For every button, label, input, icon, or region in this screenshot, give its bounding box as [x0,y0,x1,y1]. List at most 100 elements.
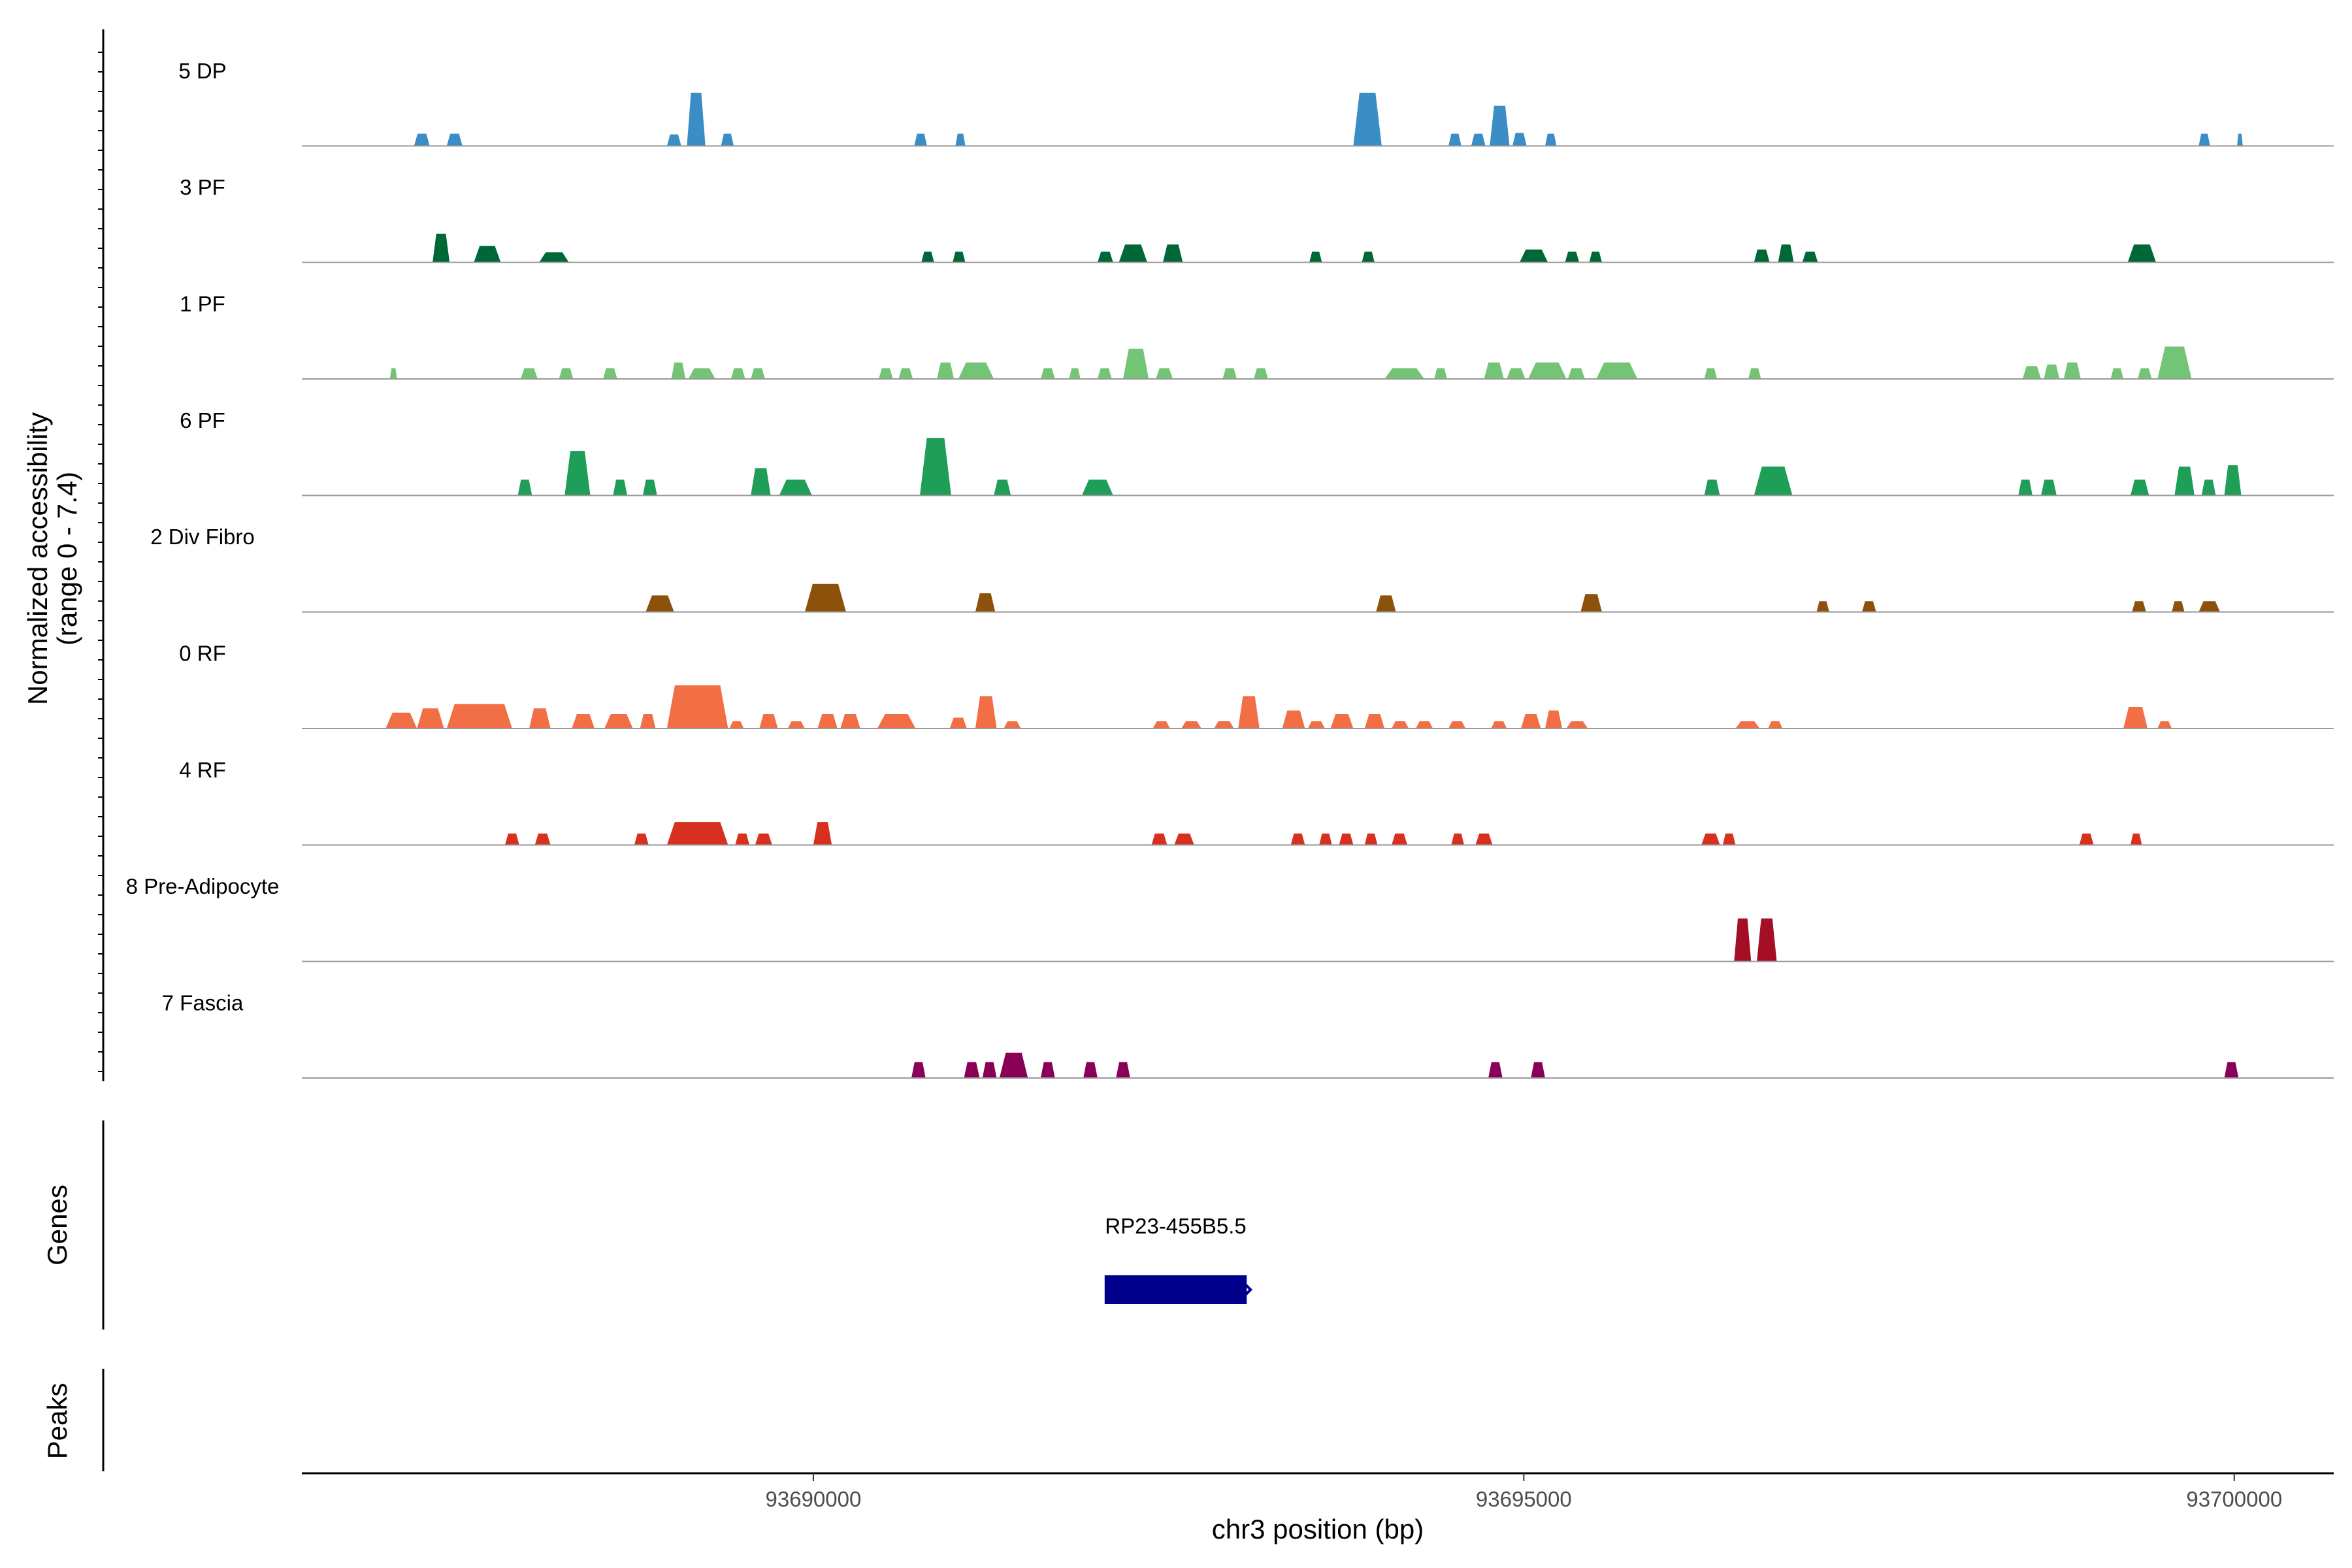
track-0-rf: 0 RF [179,642,2334,729]
peak [1069,368,1081,379]
peak [603,368,617,379]
track-label: 3 PF [180,175,225,199]
peak [1722,833,1736,845]
peak [1545,710,1563,728]
peak [1475,833,1493,845]
track-label: 2 Div Fibro [150,525,255,549]
peak [730,368,745,379]
peak [751,468,771,496]
peak [804,583,846,612]
x-axis-title: chr3 position (bp) [1212,1514,1424,1544]
peak [634,833,649,845]
peak [1353,92,1382,146]
peak [955,133,966,146]
peak [1512,133,1527,146]
track-label: 6 PF [180,408,225,433]
peak [1778,244,1794,263]
peak [953,252,966,263]
peak [2198,601,2220,612]
peak [1083,1062,1098,1078]
peak [1531,1062,1545,1078]
peak [1309,252,1322,263]
peak [721,133,734,146]
peak [1364,714,1385,728]
peak [2041,480,2057,496]
peak [1364,833,1378,845]
peak [1754,466,1793,496]
peak [1123,348,1149,379]
peak [921,252,934,263]
peak [1040,1062,1055,1078]
peak [982,1062,997,1078]
peak [417,708,444,728]
peak [2131,480,2149,496]
peak [1519,249,1548,263]
peak [817,714,838,728]
track-2-div-fibro: 2 Div Fibro [150,525,2334,613]
coverage-y-ticks [98,52,103,1072]
peak [1330,714,1354,728]
peak [1521,714,1541,728]
peak [1214,721,1234,728]
peak [2198,133,2210,146]
peak [474,246,501,263]
track-label: 0 RF [179,642,226,666]
tracks: 5 DP 3 PF 1 PF 6 PF 2 Div Fibro 0 RF 4 RF 8 Pre… [126,59,2334,1079]
peak [1491,721,1507,728]
peak [994,480,1011,496]
peak [1416,721,1433,728]
peak [1238,696,1260,728]
peak [755,833,772,845]
x-axis: 93690000 93695000 93700000 chr3 position (… [302,1472,2334,1544]
peak [1484,362,1504,379]
peak [779,480,812,496]
peak [759,714,778,728]
y-axis-title-line1: Normalized accessibility [22,412,53,705]
gene-items: RP23-455B5.5 [1104,1214,1253,1304]
strand-arrow-icon [1241,1281,1253,1299]
peak [1802,252,1818,263]
peak [613,480,627,496]
peak [958,362,994,379]
peak [1392,721,1409,728]
peak [1589,252,1602,263]
peak [1448,133,1462,146]
peak [2110,368,2124,379]
peak [1704,368,1718,379]
peak [914,133,927,146]
peak [999,1053,1028,1078]
peak [666,134,681,146]
track-label: 8 Pre-Adipocyte [126,874,280,898]
peak [572,714,595,728]
peak [937,362,955,379]
peak [1527,362,1567,379]
peak [1082,480,1113,496]
peak [2123,707,2148,728]
peak [735,833,750,845]
peak [1151,833,1168,845]
peak [1097,252,1113,263]
peak [1254,368,1268,379]
coverage-panel: Normalized accessibility (range 0 - 7.4)… [22,29,2334,1081]
peak [1434,368,1447,379]
peak [1116,1062,1130,1078]
peak [1734,918,1752,962]
peak [1162,244,1183,263]
peak [1376,595,1396,612]
peak [1748,368,1761,379]
peak [1565,252,1580,263]
peaks-panel-title: Peaks [42,1383,73,1460]
peak [787,721,805,728]
peak [2224,1062,2239,1078]
peak [643,480,657,496]
peak [2079,833,2094,845]
genes-panel-title: Genes [42,1184,73,1266]
peak [2174,466,2195,496]
peak [1448,721,1466,728]
peak [666,822,728,845]
peak [1545,133,1557,146]
peak [529,708,551,728]
peak [1339,833,1354,845]
peak [949,717,967,728]
